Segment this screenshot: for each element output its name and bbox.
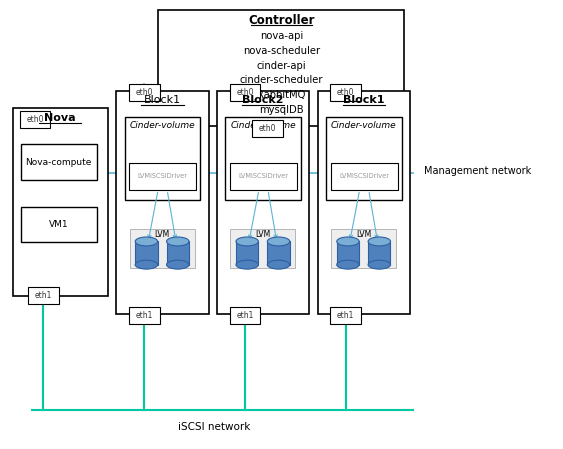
Ellipse shape bbox=[368, 260, 391, 269]
Text: Block1: Block1 bbox=[144, 96, 181, 106]
FancyBboxPatch shape bbox=[217, 91, 309, 314]
Polygon shape bbox=[267, 242, 290, 264]
Text: Block1: Block1 bbox=[343, 96, 385, 106]
Text: LVM: LVM bbox=[356, 230, 371, 239]
Text: Nova-compute: Nova-compute bbox=[25, 158, 92, 167]
Text: mysqlDB: mysqlDB bbox=[259, 105, 303, 115]
Ellipse shape bbox=[236, 237, 258, 246]
Text: eth0: eth0 bbox=[26, 115, 44, 124]
Text: Nova: Nova bbox=[44, 113, 76, 123]
FancyBboxPatch shape bbox=[21, 207, 97, 242]
Ellipse shape bbox=[236, 260, 258, 269]
Text: Controller: Controller bbox=[248, 13, 315, 26]
Text: LVM: LVM bbox=[154, 230, 169, 239]
Text: eth0: eth0 bbox=[258, 124, 276, 133]
FancyBboxPatch shape bbox=[129, 163, 196, 189]
Polygon shape bbox=[167, 242, 189, 264]
Text: LVMISCSIDriver: LVMISCSIDriver bbox=[137, 173, 187, 179]
Text: cinder-api: cinder-api bbox=[257, 61, 306, 70]
Polygon shape bbox=[236, 242, 258, 264]
Text: eth0: eth0 bbox=[136, 88, 153, 97]
FancyBboxPatch shape bbox=[326, 117, 401, 200]
Text: cinder-scheduler: cinder-scheduler bbox=[240, 75, 323, 85]
Text: eth1: eth1 bbox=[136, 312, 153, 321]
Text: Cinder-volume: Cinder-volume bbox=[230, 121, 296, 130]
FancyBboxPatch shape bbox=[230, 229, 296, 268]
FancyBboxPatch shape bbox=[331, 229, 396, 268]
FancyBboxPatch shape bbox=[129, 84, 159, 101]
FancyBboxPatch shape bbox=[129, 308, 159, 325]
Text: eth1: eth1 bbox=[35, 291, 52, 300]
FancyBboxPatch shape bbox=[225, 117, 301, 200]
Text: Management network: Management network bbox=[424, 166, 531, 176]
Text: LVMISCSIDriver: LVMISCSIDriver bbox=[238, 173, 288, 179]
Text: nova-api: nova-api bbox=[260, 31, 303, 41]
FancyBboxPatch shape bbox=[230, 163, 297, 189]
FancyBboxPatch shape bbox=[318, 91, 410, 314]
Ellipse shape bbox=[135, 237, 158, 246]
FancyBboxPatch shape bbox=[129, 229, 195, 268]
Text: VM1: VM1 bbox=[49, 220, 69, 229]
Text: iSCSI network: iSCSI network bbox=[178, 422, 251, 431]
Ellipse shape bbox=[337, 237, 359, 246]
Text: nova-scheduler: nova-scheduler bbox=[243, 46, 320, 56]
FancyBboxPatch shape bbox=[12, 109, 108, 296]
FancyBboxPatch shape bbox=[252, 120, 283, 137]
Ellipse shape bbox=[167, 260, 189, 269]
Text: eth0: eth0 bbox=[337, 88, 355, 97]
Ellipse shape bbox=[167, 237, 189, 246]
FancyBboxPatch shape bbox=[330, 84, 361, 101]
FancyBboxPatch shape bbox=[116, 91, 208, 314]
Text: eth0: eth0 bbox=[236, 88, 254, 97]
Text: eth1: eth1 bbox=[337, 312, 354, 321]
Text: Cinder-volume: Cinder-volume bbox=[331, 121, 397, 130]
Ellipse shape bbox=[267, 237, 290, 246]
Ellipse shape bbox=[368, 237, 391, 246]
Text: Block2: Block2 bbox=[243, 96, 284, 106]
Text: eth1: eth1 bbox=[236, 312, 253, 321]
FancyBboxPatch shape bbox=[330, 308, 361, 325]
Text: LVMISCSIDriver: LVMISCSIDriver bbox=[339, 173, 389, 179]
FancyBboxPatch shape bbox=[230, 308, 260, 325]
Text: RabbitMQ: RabbitMQ bbox=[257, 90, 306, 100]
Ellipse shape bbox=[267, 260, 290, 269]
FancyBboxPatch shape bbox=[28, 287, 59, 304]
FancyBboxPatch shape bbox=[330, 163, 398, 189]
Polygon shape bbox=[135, 242, 158, 264]
FancyBboxPatch shape bbox=[21, 144, 97, 180]
Text: Cinder-volume: Cinder-volume bbox=[129, 121, 195, 130]
Ellipse shape bbox=[135, 260, 158, 269]
FancyBboxPatch shape bbox=[158, 10, 404, 126]
Polygon shape bbox=[337, 242, 359, 264]
Polygon shape bbox=[368, 242, 391, 264]
FancyBboxPatch shape bbox=[20, 111, 50, 128]
Text: LVM: LVM bbox=[255, 230, 270, 239]
FancyBboxPatch shape bbox=[124, 117, 200, 200]
FancyBboxPatch shape bbox=[230, 84, 260, 101]
Ellipse shape bbox=[337, 260, 359, 269]
